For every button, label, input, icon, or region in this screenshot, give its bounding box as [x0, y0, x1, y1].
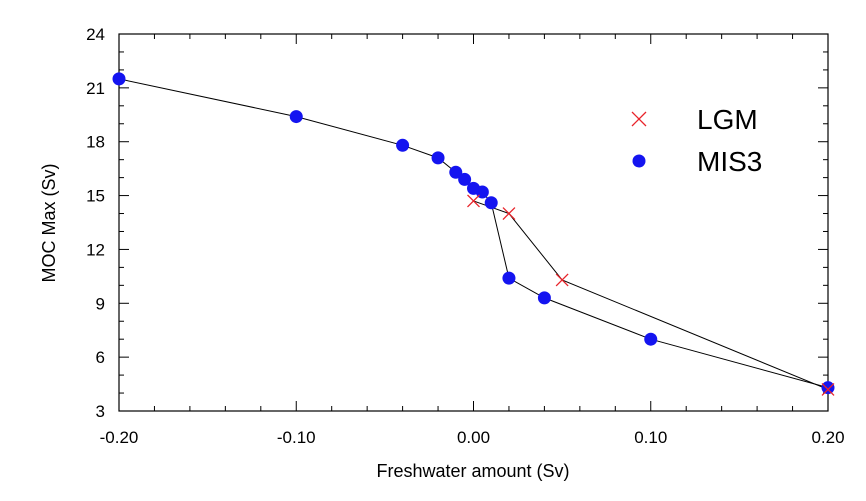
point-mis3: [396, 138, 410, 152]
series-line-lgm: [473, 200, 829, 390]
point-mis3: [289, 110, 303, 124]
y-tick-label: 12: [86, 240, 105, 259]
legend-marker-lgm: [631, 111, 647, 127]
point-lgm: [502, 207, 516, 220]
x-tick-label: -0.20: [100, 428, 139, 447]
legend-label-lgm: LGM: [697, 104, 758, 135]
x-axis-label: Freshwater amount (Sv): [376, 461, 569, 481]
point-mis3: [458, 172, 472, 186]
y-tick-label: 3: [96, 402, 105, 421]
legend-marker-mis3: [632, 154, 646, 168]
x-tick-label: 0.10: [634, 428, 667, 447]
point-mis3: [502, 271, 516, 285]
x-tick-label: 0.20: [811, 428, 844, 447]
point-mis3: [537, 291, 551, 305]
legend-label-mis3: MIS3: [697, 146, 762, 177]
legend: LGM MIS3: [631, 104, 762, 177]
point-lgm: [555, 273, 569, 287]
y-axis-label: MOC Max (Sv): [39, 164, 59, 283]
point-mis3: [431, 151, 445, 165]
point-mis3: [449, 165, 463, 179]
y-tick-label: 9: [96, 294, 105, 313]
y-tick-label: 24: [86, 25, 105, 44]
y-tick-label: 6: [96, 348, 105, 367]
plot-frame: [118, 33, 829, 412]
x-tick-label: 0.00: [457, 428, 490, 447]
point-mis3: [112, 72, 126, 86]
y-tick-label: 18: [86, 133, 105, 152]
point-lgm: [821, 382, 835, 396]
y-tick-label: 15: [86, 187, 105, 206]
y-tick-label: 21: [86, 79, 105, 98]
series-markers: [112, 72, 835, 396]
point-lgm: [467, 194, 480, 208]
axis-ticks: -0.20 -0.10 0.00 0.10 0.20 3 6 9 12 15 18 21 24: [86, 25, 844, 447]
point-mis3: [484, 196, 498, 210]
point-mis3: [644, 332, 658, 346]
point-mis3: [821, 381, 835, 395]
x-tick-label: -0.10: [277, 428, 316, 447]
